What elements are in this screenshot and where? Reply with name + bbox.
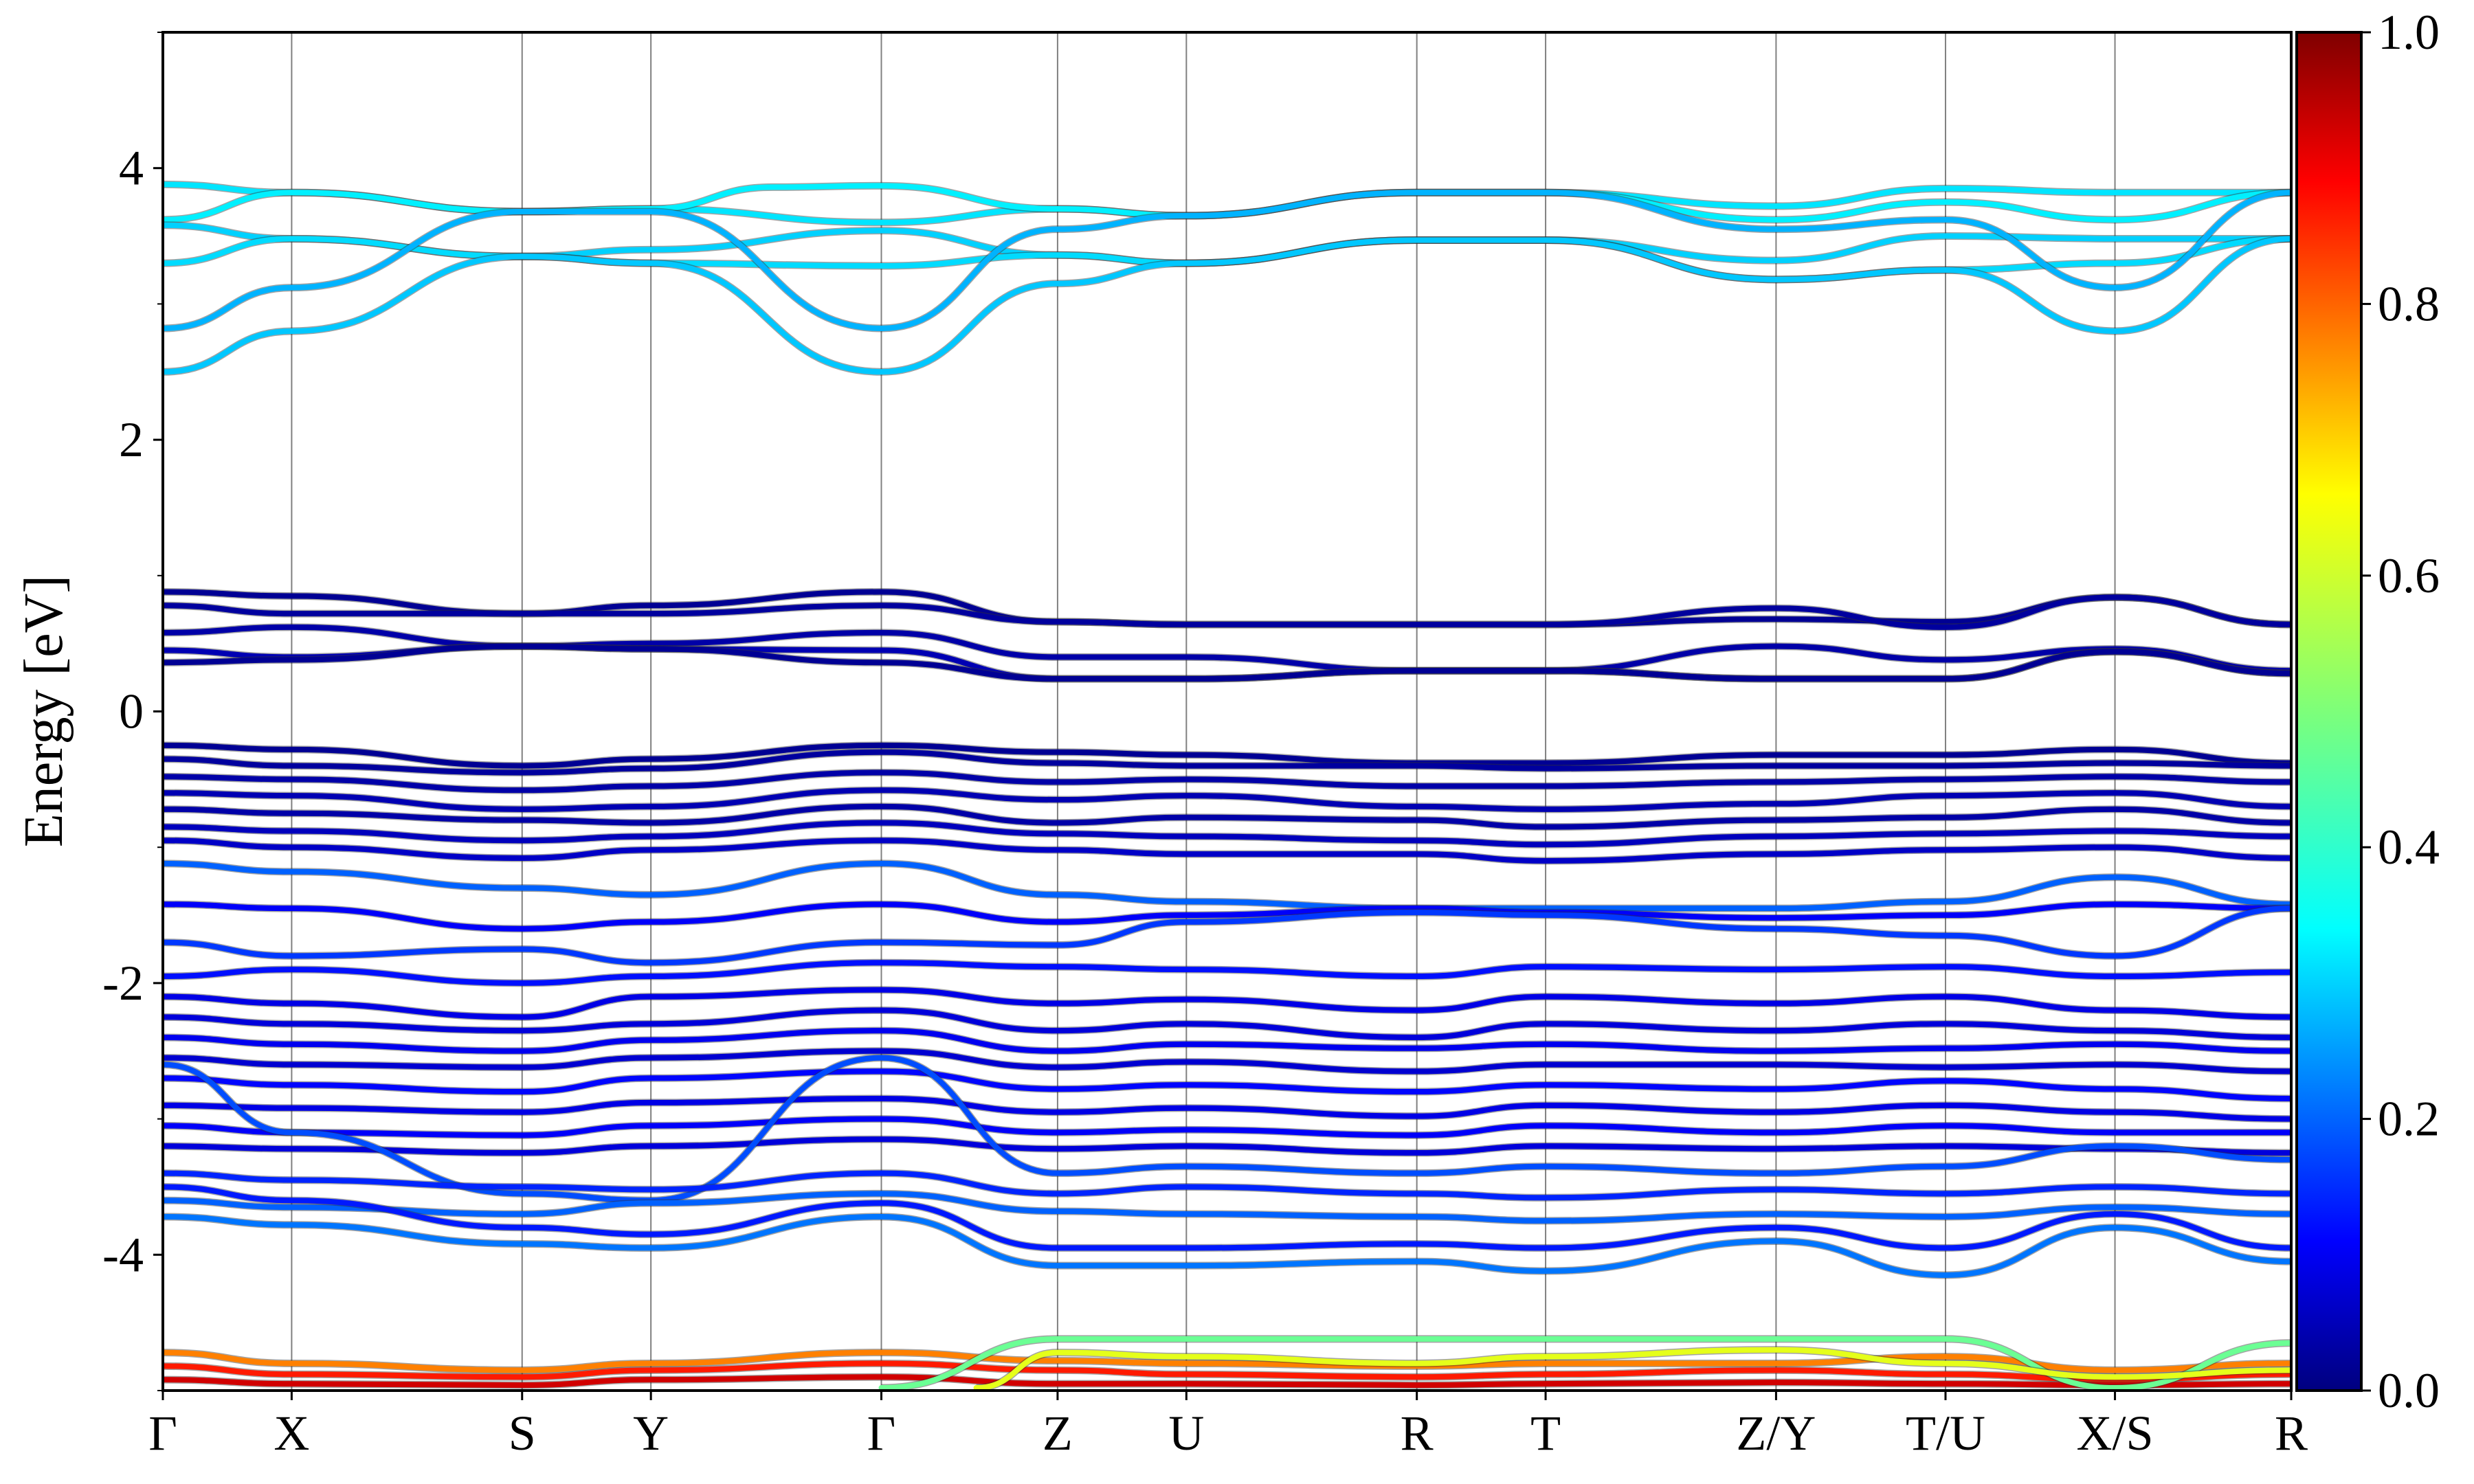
y-tick-label: -4 <box>102 1227 144 1282</box>
band-line <box>163 1116 2291 1138</box>
band-line <box>163 1360 2291 1383</box>
x-tick-label: R <box>2275 1406 2308 1461</box>
x-tick-label: T <box>1530 1406 1561 1461</box>
x-tick-label: X/S <box>2077 1406 2154 1461</box>
x-tick-label: T/U <box>1906 1406 1985 1461</box>
band-line <box>163 1055 2291 1204</box>
y-ticks: 4 2 0 -2 -4 <box>102 32 163 1391</box>
band-line <box>163 1068 2291 1101</box>
band-line <box>973 1347 2291 1391</box>
band-line <box>163 1349 2291 1373</box>
band-line <box>163 236 2291 375</box>
x-tick-label: Γ <box>867 1406 896 1461</box>
band-line <box>163 987 2291 1020</box>
band-line <box>163 1184 2291 1251</box>
band-line <box>163 906 2291 966</box>
band-line <box>163 860 2291 912</box>
x-tick-label: R <box>1401 1406 1434 1461</box>
colorbar-tick-label: 0.2 <box>2378 1092 2440 1147</box>
y-tick-label: 2 <box>119 412 144 467</box>
x-tick-label: Z <box>1043 1406 1073 1461</box>
colorbar-tick-label: 0.6 <box>2378 548 2440 603</box>
band-line <box>163 643 2291 682</box>
colorbar-gradient <box>2295 31 2363 1392</box>
band-line <box>163 589 2291 627</box>
band-line <box>163 820 2291 848</box>
colorbar-tick-label: 0.8 <box>2378 276 2440 331</box>
band-line <box>163 960 2291 986</box>
y-tick-label: 4 <box>119 141 144 196</box>
x-tick-label: X <box>274 1406 309 1461</box>
band-line <box>163 901 2291 932</box>
x-tick-label: U <box>1168 1406 1204 1461</box>
band-line <box>878 1336 2291 1391</box>
band-line <box>163 1374 2291 1389</box>
colorbar-tick-label: 1.0 <box>2378 5 2440 60</box>
x-tick-label: Γ <box>148 1406 177 1461</box>
band-line <box>163 1170 2291 1201</box>
x-tick-label: S <box>509 1406 536 1461</box>
band-line <box>163 787 2291 812</box>
band-line <box>163 1191 2291 1224</box>
band-line <box>163 742 2291 769</box>
colorbar-tick-label: 0.4 <box>2378 820 2440 875</box>
colorbar: 0.0 0.2 0.4 0.6 0.8 1.0 <box>2295 5 2440 1418</box>
band-line <box>163 837 2291 864</box>
y-axis-label: Energy [eV] <box>14 575 74 847</box>
band-line <box>163 1136 2291 1156</box>
colorbar-ticks: 0.0 0.2 0.4 0.6 0.8 1.0 <box>2361 5 2440 1418</box>
band-line <box>163 594 2291 630</box>
x-tick-labels: Γ X S Y Γ Z U R T Z/Y T/U X/S R <box>148 1391 2308 1461</box>
y-tick-label: 0 <box>119 684 144 739</box>
band-line <box>163 1028 2291 1054</box>
band-line <box>163 1048 2291 1075</box>
colorbar-tick-label: 0.0 <box>2378 1363 2440 1418</box>
x-tick-label: Y <box>633 1406 669 1461</box>
band-line <box>163 1007 2291 1040</box>
band-line <box>163 803 2291 830</box>
band-line <box>163 1213 2291 1278</box>
band-line <box>163 749 2291 776</box>
band-outline <box>163 986 2291 1021</box>
band-line <box>163 190 2291 331</box>
x-tick-label: Z/Y <box>1736 1406 1816 1461</box>
band-lines <box>163 180 2291 1391</box>
band-line <box>163 1095 2291 1122</box>
y-tick-label: -2 <box>102 956 144 1011</box>
band-line <box>163 769 2291 794</box>
